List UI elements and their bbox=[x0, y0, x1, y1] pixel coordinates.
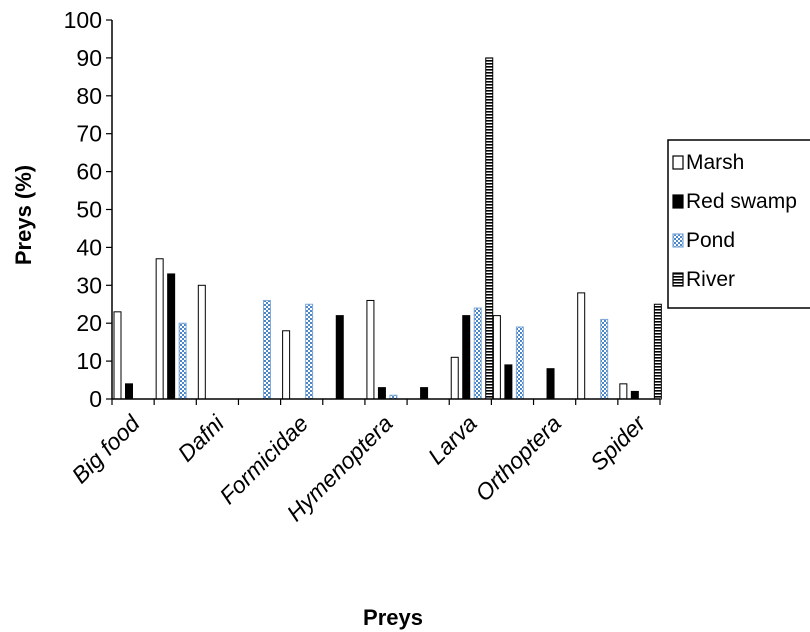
bar-pond bbox=[305, 303, 314, 400]
legend-label: Red swamp bbox=[686, 190, 797, 213]
x-category-label: Spider bbox=[585, 409, 651, 475]
legend: Marsh Red swamp Pond River bbox=[667, 139, 810, 309]
y-tick-label: 0 bbox=[89, 386, 102, 412]
bar-pond bbox=[600, 318, 609, 400]
legend-swatch bbox=[672, 155, 684, 170]
bar-red-swamp bbox=[377, 387, 386, 400]
bar-pond bbox=[515, 326, 524, 400]
bar-marsh bbox=[282, 330, 291, 400]
bar-red-swamp bbox=[546, 368, 555, 400]
y-tick-label: 20 bbox=[76, 310, 102, 336]
bar-marsh bbox=[155, 258, 164, 400]
bar-pond bbox=[473, 307, 482, 400]
x-category-label: Dafni bbox=[173, 410, 230, 467]
y-tick-label: 70 bbox=[76, 121, 102, 147]
bar-marsh bbox=[619, 383, 628, 400]
bar-red-swamp bbox=[167, 273, 176, 400]
bar-red-swamp bbox=[630, 390, 639, 400]
legend-swatch bbox=[672, 272, 684, 287]
y-tick-label: 60 bbox=[76, 159, 102, 185]
bar-red-swamp bbox=[420, 387, 429, 400]
bar-marsh bbox=[113, 311, 122, 400]
y-tick-label: 50 bbox=[76, 197, 102, 223]
bar-red-swamp bbox=[504, 364, 513, 400]
bar-river bbox=[485, 57, 494, 400]
bar-red-swamp bbox=[125, 383, 133, 400]
legend-label: Pond bbox=[686, 229, 735, 252]
bar-marsh bbox=[492, 315, 501, 400]
y-axis: 0 10 20 30 40 50 60 70 80 90 100 bbox=[64, 7, 113, 412]
legend-box bbox=[667, 139, 810, 309]
bar-red-swamp bbox=[462, 315, 471, 400]
legend-swatch bbox=[672, 194, 684, 209]
bar-red-swamp bbox=[335, 315, 344, 400]
legend-label: Marsh bbox=[686, 151, 744, 174]
y-axis-title: Preys (%) bbox=[11, 165, 36, 265]
plot-area bbox=[113, 57, 662, 400]
x-category-label: Orthoptera bbox=[470, 410, 566, 506]
bar-marsh bbox=[577, 292, 586, 400]
y-tick-label: 10 bbox=[76, 348, 102, 374]
x-category-label: Big food bbox=[67, 409, 146, 488]
bar-pond bbox=[178, 322, 187, 400]
y-tick-label: 90 bbox=[76, 45, 102, 71]
x-axis-title: Preys bbox=[363, 605, 423, 630]
bar-marsh bbox=[366, 299, 375, 400]
bar-marsh bbox=[197, 284, 206, 400]
bar-marsh bbox=[450, 356, 459, 400]
y-tick-label: 80 bbox=[76, 83, 102, 109]
bar-pond bbox=[262, 299, 271, 400]
y-tick-label: 40 bbox=[76, 234, 102, 260]
legend-swatch bbox=[672, 233, 684, 248]
y-tick-label: 100 bbox=[64, 7, 102, 33]
bar-river bbox=[653, 303, 662, 400]
y-tick-label: 30 bbox=[76, 272, 102, 298]
legend-label: River bbox=[686, 268, 735, 291]
x-category-label: Larva bbox=[423, 410, 482, 469]
